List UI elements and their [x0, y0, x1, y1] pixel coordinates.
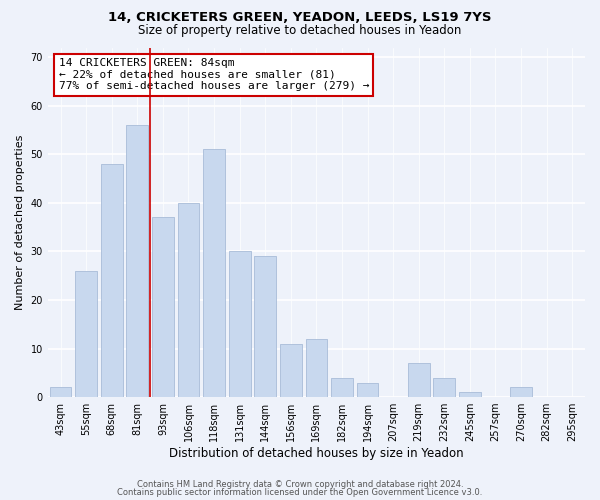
Text: Contains public sector information licensed under the Open Government Licence v3: Contains public sector information licen…	[118, 488, 482, 497]
Y-axis label: Number of detached properties: Number of detached properties	[15, 134, 25, 310]
Bar	[127, 125, 148, 397]
Bar	[433, 378, 455, 397]
Bar	[254, 256, 276, 397]
X-axis label: Distribution of detached houses by size in Yeadon: Distribution of detached houses by size …	[169, 447, 464, 460]
Bar	[152, 218, 174, 397]
Bar	[356, 382, 379, 397]
Bar	[101, 164, 122, 397]
Bar	[280, 344, 302, 397]
Bar	[305, 339, 327, 397]
Text: 14 CRICKETERS GREEN: 84sqm
← 22% of detached houses are smaller (81)
77% of semi: 14 CRICKETERS GREEN: 84sqm ← 22% of deta…	[59, 58, 369, 91]
Bar	[459, 392, 481, 397]
Bar	[510, 388, 532, 397]
Bar	[50, 388, 71, 397]
Bar	[203, 150, 225, 397]
Text: Size of property relative to detached houses in Yeadon: Size of property relative to detached ho…	[139, 24, 461, 37]
Bar	[178, 203, 199, 397]
Text: Contains HM Land Registry data © Crown copyright and database right 2024.: Contains HM Land Registry data © Crown c…	[137, 480, 463, 489]
Bar	[408, 363, 430, 397]
Bar	[331, 378, 353, 397]
Bar	[75, 271, 97, 397]
Bar	[229, 252, 251, 397]
Text: 14, CRICKETERS GREEN, YEADON, LEEDS, LS19 7YS: 14, CRICKETERS GREEN, YEADON, LEEDS, LS1…	[108, 11, 492, 24]
